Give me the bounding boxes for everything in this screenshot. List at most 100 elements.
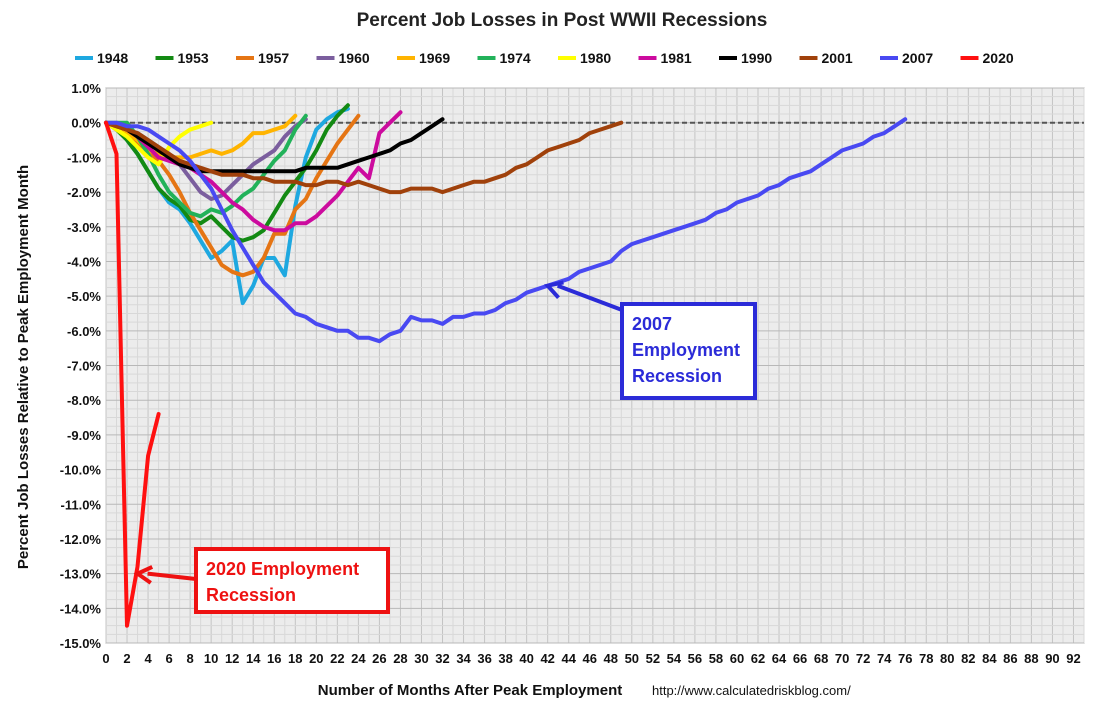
x-tick-label: 4 [144,651,152,666]
legend-label-1960: 1960 [339,50,370,66]
x-tick-label: 60 [730,651,744,666]
annotation-text: Recession [206,585,296,605]
x-axis-ticks: 0 2 4 6 8 10 12 14 16 18 20 22 24 26 28 30 32 34 36 38 40 42 4… [102,651,1080,666]
y-tick-label: -1.0% [67,150,101,165]
x-tick-label: 36 [477,651,491,666]
y-tick-label: -14.0% [60,601,102,616]
y-tick-label: -10.0% [60,463,102,478]
series-lines [104,103,908,628]
source-url: http://www.calculatedriskblog.com/ [652,683,851,698]
legend-label-2007: 2007 [902,50,933,66]
x-tick-label: 14 [246,651,261,666]
x-tick-label: 2 [123,651,130,666]
legend-label-1969: 1969 [419,50,450,66]
x-tick-label: 16 [267,651,281,666]
x-tick-label: 38 [498,651,512,666]
x-tick-label: 70 [835,651,849,666]
y-tick-label: -9.0% [67,428,101,443]
x-tick-label: 28 [393,651,407,666]
x-tick-label: 44 [561,651,576,666]
x-tick-label: 86 [1003,651,1017,666]
x-tick-label: 10 [204,651,218,666]
x-tick-label: 66 [793,651,807,666]
x-tick-label: 48 [604,651,618,666]
y-tick-label: -6.0% [67,324,101,339]
x-tick-label: 46 [583,651,597,666]
x-tick-label: 68 [814,651,828,666]
x-tick-label: 40 [519,651,533,666]
x-tick-label: 26 [372,651,386,666]
y-tick-label: -15.0% [60,636,102,651]
x-tick-label: 82 [961,651,975,666]
x-tick-label: 80 [940,651,954,666]
y-axis-title: Percent Job Losses Relative to Peak Empl… [15,165,32,569]
x-tick-label: 0 [102,651,109,666]
y-tick-label: -11.0% [61,497,102,512]
y-tick-label: -3.0% [67,220,101,235]
x-tick-label: 30 [414,651,428,666]
annotation-text: 2007 [632,314,672,334]
x-tick-label: 8 [187,651,194,666]
x-tick-label: 32 [435,651,449,666]
legend-label-1974: 1974 [500,50,531,66]
legend-label-1990: 1990 [741,50,772,66]
series-line-1990 [104,117,445,174]
x-tick-label: 62 [751,651,765,666]
x-tick-label: 58 [709,651,723,666]
legend-label-1953: 1953 [178,50,209,66]
annotation-arrow-head [133,565,154,585]
x-tick-label: 6 [165,651,172,666]
series-line-1980 [104,120,214,167]
legend-label-1980: 1980 [580,50,611,66]
annotation-text: 2020 Employment [206,559,359,579]
x-tick-label: 74 [877,651,892,666]
legend-label-1981: 1981 [661,50,692,66]
x-tick-label: 72 [856,651,870,666]
x-tick-label: 34 [456,651,471,666]
y-tick-label: -12.0% [60,532,102,547]
series-line-1953 [104,103,350,243]
x-tick-label: 56 [688,651,702,666]
annotation-arrow-shaft [147,571,197,581]
x-tick-label: 84 [982,651,997,666]
annotations: 2007 Employment Recession 2020 Employment Re… [133,280,757,614]
y-tick-label: -2.0% [67,185,101,200]
y-axis-ticks: 1.0% 0.0% -1.0% -2.0% -3.0% -4.0% -5.0% -6.0% -7… [60,81,102,651]
x-tick-label: 88 [1024,651,1038,666]
legend: 1948 1953 1957 1960 1969 1974 1980 1981 1990 2001… [75,50,1014,66]
x-tick-label: 64 [772,651,787,666]
legend-label-1957: 1957 [258,50,289,66]
y-tick-label: -4.0% [67,254,101,269]
series-line-2007 [104,117,908,344]
y-tick-label: -5.0% [67,289,101,304]
y-tick-label: 1.0% [71,81,101,96]
y-tick-label: -7.0% [67,359,101,374]
chart-title: Percent Job Losses in Post WWII Recessio… [357,10,768,31]
x-tick-label: 90 [1045,651,1059,666]
annotation-box [194,547,390,614]
x-tick-label: 78 [919,651,933,666]
x-tick-label: 22 [330,651,344,666]
series-line-1981 [104,110,403,233]
x-axis-title: Number of Months After Peak Employment [318,682,622,699]
x-tick-label: 52 [646,651,660,666]
x-tick-label: 42 [540,651,554,666]
x-tick-label: 12 [225,651,239,666]
annotation-arrow-head [543,280,564,300]
legend-label-1948: 1948 [97,50,128,66]
annotation-text: Recession [632,366,722,386]
legend-label-2020: 2020 [983,50,1014,66]
annotation-box [620,302,757,400]
x-tick-label: 18 [288,651,302,666]
y-tick-label: -13.0% [60,567,102,582]
x-tick-label: 20 [309,651,323,666]
y-tick-label: 0.0% [71,116,101,131]
x-tick-label: 76 [898,651,912,666]
x-tick-label: 54 [667,651,682,666]
series-line-2020 [104,120,161,628]
legend-label-2001: 2001 [822,50,853,66]
x-tick-label: 92 [1066,651,1080,666]
x-tick-label: 50 [625,651,639,666]
annotation-arrow-shaft [556,283,623,312]
